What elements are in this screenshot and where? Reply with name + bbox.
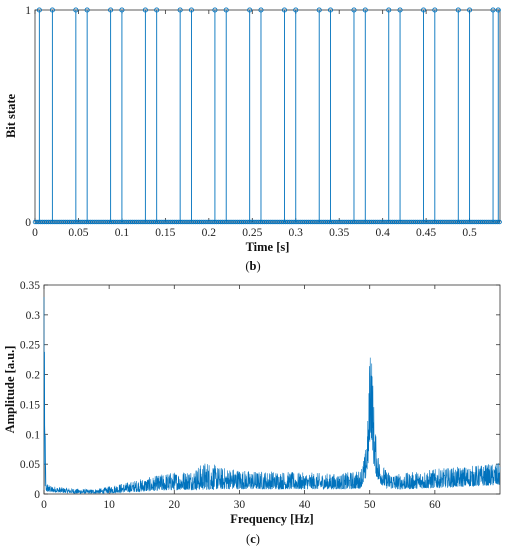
bit-state-y-axis-label: Bit state bbox=[4, 94, 18, 139]
c-y-tick-label: 0.35 bbox=[20, 280, 40, 292]
bit-marker-high bbox=[212, 7, 218, 13]
amplitude-y-axis-label: Amplitude [a.u.] bbox=[3, 346, 17, 434]
c-x-tick-label: 20 bbox=[169, 499, 181, 511]
panel-letter-c: c bbox=[250, 532, 256, 546]
c-y-tick-label: 0 bbox=[34, 489, 40, 501]
amplitude-series-line bbox=[43, 296, 501, 495]
bit-marker-high bbox=[420, 7, 427, 13]
bit-marker-high bbox=[142, 7, 148, 13]
bit-marker-high bbox=[455, 7, 461, 13]
bit-marker-high bbox=[351, 7, 357, 13]
bit-marker-high bbox=[316, 7, 322, 13]
b-x-tick-label: 0.1 bbox=[115, 227, 130, 239]
bit-marker-high bbox=[73, 7, 79, 13]
bit-state-x-tick-labels: 0 0.05 0.1 0.15 0.2 0.25 0.3 0.35 0.4 0.45 0.5 bbox=[32, 227, 477, 239]
panel-letter-b: b bbox=[250, 259, 257, 273]
amplitude-spectrum-chart: 0 10 20 30 40 50 60 0 0.05 0.1 0.15 0.2 0.25 0.3 0.35… bbox=[3, 280, 501, 546]
bit-state-stems bbox=[32, 7, 502, 225]
bit-marker-high bbox=[258, 7, 264, 13]
c-x-tick-label: 50 bbox=[364, 499, 376, 511]
bit-marker-high bbox=[467, 7, 473, 13]
panel-label-b: (b) bbox=[245, 259, 260, 273]
amplitude-ticks bbox=[43, 284, 500, 495]
c-y-tick-label: 0.25 bbox=[20, 340, 40, 352]
bit-marker-low bbox=[495, 219, 500, 225]
c-x-tick-label: 0 bbox=[41, 499, 47, 511]
bit-marker-high bbox=[495, 7, 501, 13]
c-y-tick-label: 0.05 bbox=[20, 459, 40, 471]
panel-label-c: (c) bbox=[246, 532, 260, 546]
bit-marker-high bbox=[177, 7, 183, 13]
bit-marker-high bbox=[49, 7, 55, 13]
b-y-tick-label: 0 bbox=[25, 217, 31, 229]
bit-state-x-axis-label: Time [s] bbox=[246, 240, 290, 254]
bit-marker-high bbox=[490, 7, 496, 13]
amplitude-x-axis-label: Frequency [Hz] bbox=[230, 512, 313, 526]
bit-marker-high bbox=[188, 7, 194, 13]
b-x-tick-label: 0.45 bbox=[416, 227, 436, 239]
b-x-tick-label: 0.2 bbox=[202, 227, 217, 239]
c-x-tick-label: 10 bbox=[103, 499, 115, 511]
c-y-tick-label: 0.1 bbox=[26, 429, 41, 441]
bit-state-ticks bbox=[34, 9, 500, 223]
bit-marker-high bbox=[119, 7, 125, 13]
bit-marker-high bbox=[281, 7, 287, 13]
b-x-tick-label: 0 bbox=[32, 227, 38, 239]
b-x-tick-label: 0.3 bbox=[289, 227, 304, 239]
bit-marker-high bbox=[84, 7, 90, 13]
b-x-tick-label: 0.15 bbox=[155, 227, 175, 239]
b-x-tick-label: 0.05 bbox=[68, 227, 88, 239]
amplitude-y-tick-labels: 0 0.05 0.1 0.15 0.2 0.25 0.3 0.35 bbox=[20, 280, 40, 501]
c-y-tick-label: 0.2 bbox=[26, 370, 41, 382]
b-y-tick-label: 1 bbox=[25, 5, 31, 17]
bit-marker-high bbox=[247, 7, 253, 13]
b-x-tick-label: 0.4 bbox=[375, 227, 390, 239]
bit-marker-high bbox=[386, 7, 392, 13]
amplitude-plot-area bbox=[43, 284, 501, 495]
bit-marker-high bbox=[432, 7, 438, 13]
bit-state-y-tick-labels: 01 bbox=[25, 5, 31, 229]
bit-marker-high bbox=[327, 7, 334, 13]
bit-marker-high bbox=[154, 7, 160, 13]
bit-marker-high bbox=[397, 7, 403, 13]
amplitude-x-tick-labels: 0 10 20 30 40 50 60 bbox=[41, 499, 441, 511]
b-x-tick-label: 0.5 bbox=[462, 227, 477, 239]
bit-state-chart: 0 0.05 0.1 0.15 0.2 0.25 0.3 0.35 0.4 0.45 0.5 01 … bbox=[4, 5, 502, 273]
bit-marker-high bbox=[362, 7, 368, 13]
b-x-tick-label: 0.35 bbox=[329, 227, 349, 239]
bit-marker-high bbox=[293, 7, 299, 13]
bit-marker-high bbox=[108, 7, 114, 13]
bit-marker-high bbox=[36, 7, 42, 13]
bit-marker-high bbox=[223, 7, 229, 13]
bit-state-plot-area bbox=[34, 9, 501, 223]
c-y-tick-label: 0.3 bbox=[26, 310, 41, 322]
c-x-tick-label: 40 bbox=[299, 499, 311, 511]
c-x-tick-label: 60 bbox=[429, 499, 441, 511]
b-x-tick-label: 0.25 bbox=[242, 227, 262, 239]
bit-marker-low bbox=[497, 219, 502, 225]
c-y-tick-label: 0.15 bbox=[20, 399, 40, 411]
c-x-tick-label: 30 bbox=[234, 499, 246, 511]
